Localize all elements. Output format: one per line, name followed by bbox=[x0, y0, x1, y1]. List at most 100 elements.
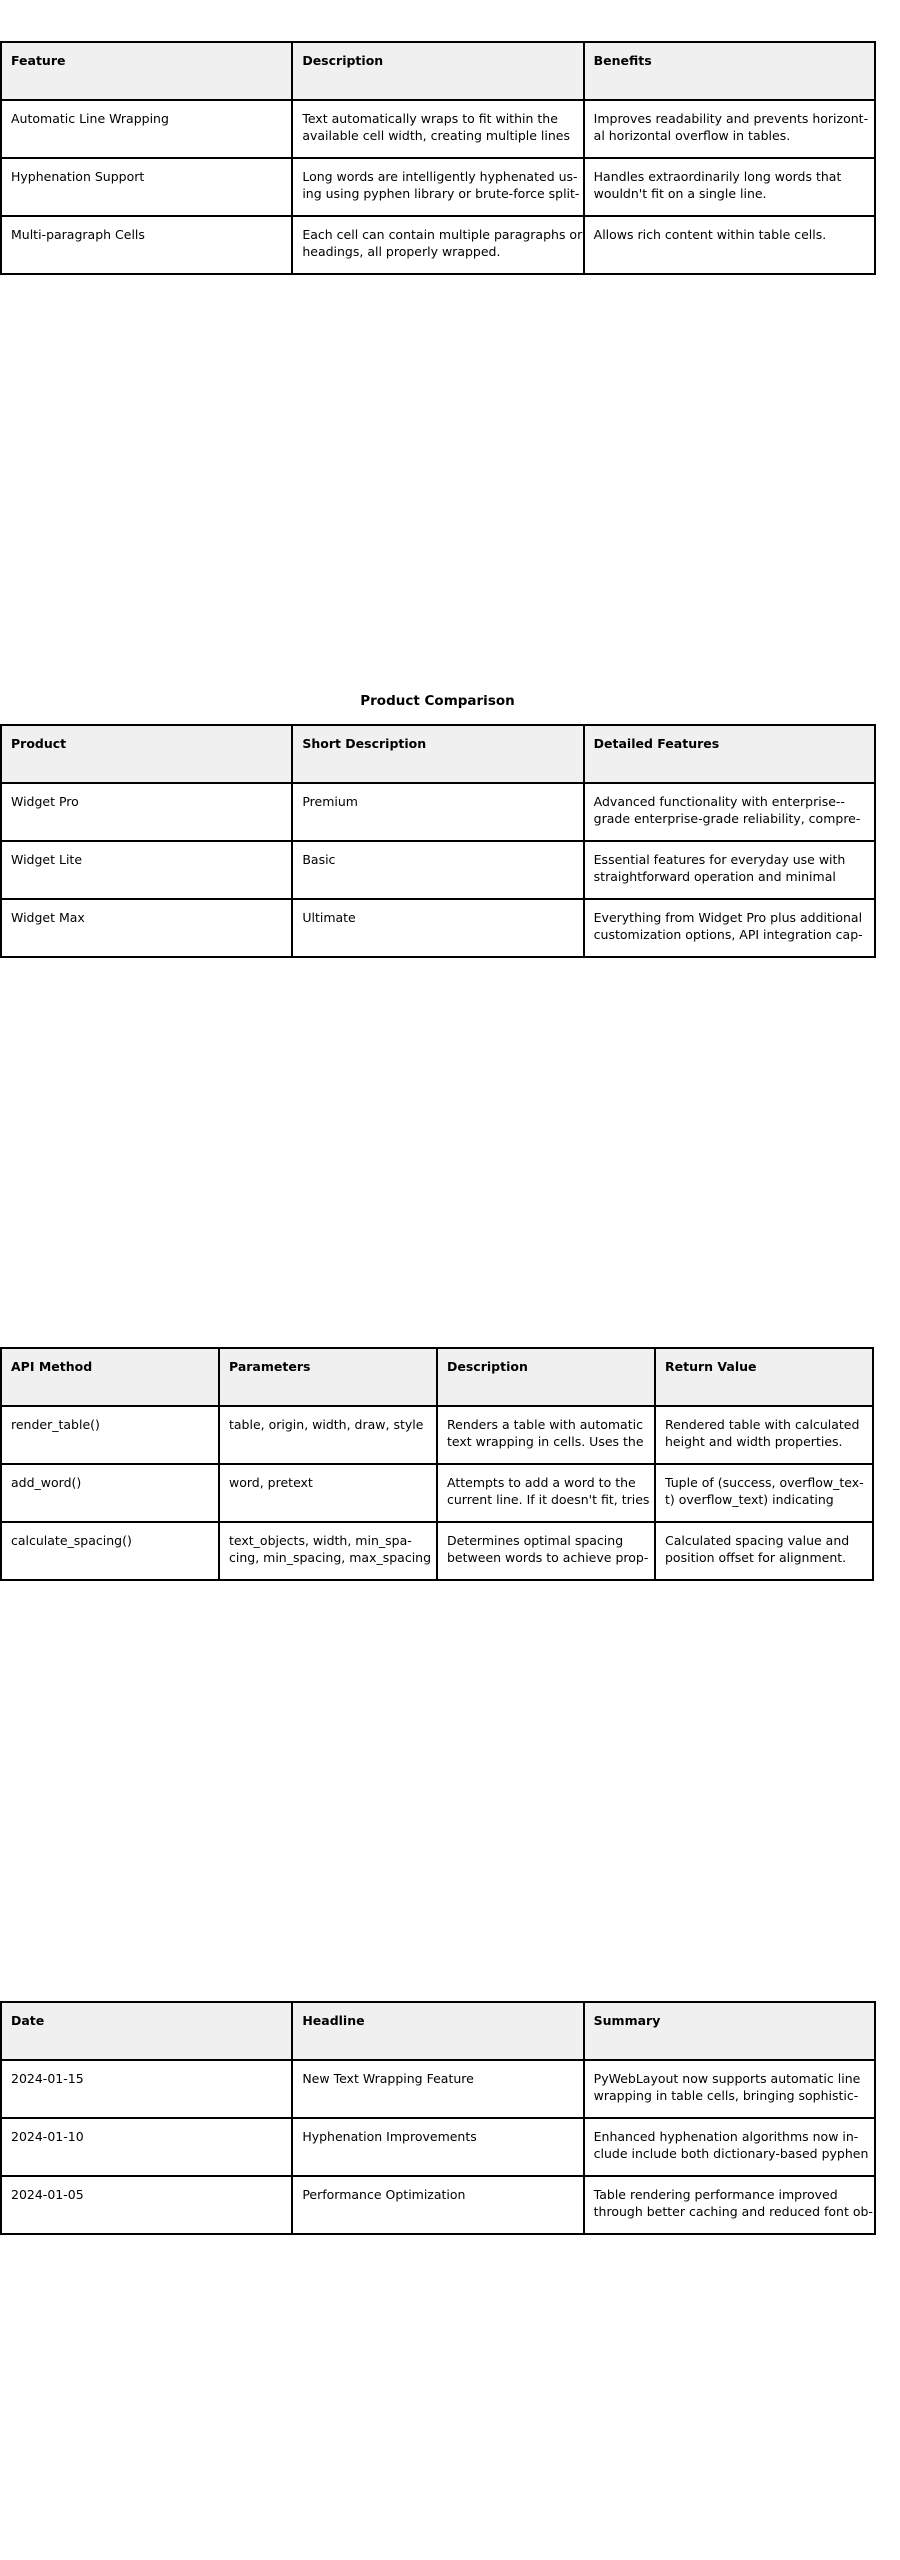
table-cell: Enhanced hyphenation algorithms now in-c… bbox=[582, 2117, 877, 2177]
column-header: Detailed Features bbox=[582, 724, 877, 784]
cell-text-line: Premium bbox=[302, 794, 358, 809]
cell-text-line: Allows rich content within table cells. bbox=[593, 227, 827, 242]
cell-text-line: Advanced functionality with enterprise-- bbox=[593, 794, 845, 809]
table-cell: Premium bbox=[291, 782, 585, 842]
cell-text-line: height and width properties. bbox=[665, 1434, 843, 1449]
table-cell: Widget Max bbox=[0, 898, 294, 958]
cell-text-line: between words to achieve prop- bbox=[447, 1550, 649, 1565]
cell-text-line: available cell width, creating multiple … bbox=[302, 128, 570, 143]
cell-text-line: Long words are intelligently hyphenated … bbox=[302, 169, 578, 184]
table-cell: Automatic Line Wrapping bbox=[0, 99, 294, 159]
table-cell: table, origin, width, draw, style bbox=[218, 1405, 438, 1465]
table-cell: Tuple of (success, overflow_tex-t) overf… bbox=[654, 1463, 874, 1523]
cell-text-line: word, pretext bbox=[229, 1475, 313, 1490]
table-cell: Handles extraordinarily long words that w… bbox=[582, 157, 877, 217]
cell-text-line: al horizontal overflow in tables. bbox=[593, 128, 791, 143]
cell-text-line: render_table() bbox=[11, 1417, 100, 1432]
cell-text-line: add_word() bbox=[11, 1475, 82, 1490]
cell-text-line: Handles extraordinarily long words that bbox=[593, 169, 842, 184]
table-cell: Renders a table with automatic text wrapp… bbox=[436, 1405, 656, 1465]
table-cell: 2024-01-15 bbox=[0, 2059, 294, 2119]
header-row: Feature Description Benefits bbox=[0, 41, 877, 101]
cell-text-line: Automatic Line Wrapping bbox=[11, 111, 169, 126]
cell-text-line: straightforward operation and minimal bbox=[593, 869, 836, 884]
header-row: API Method Parameters Description Return Va… bbox=[0, 1347, 874, 1407]
column-header: Benefits bbox=[582, 41, 877, 101]
column-header: Short Description bbox=[291, 724, 585, 784]
table-row: render_table() table, origin, width, draw… bbox=[0, 1405, 874, 1465]
table-cell: render_table() bbox=[0, 1405, 220, 1465]
cell-text-line: t) overflow_text) indicating bbox=[665, 1492, 834, 1507]
table-cell: PyWebLayout now supports automatic line w… bbox=[582, 2059, 877, 2119]
cell-text-line: ing using pyphen library or brute-force … bbox=[302, 186, 580, 201]
column-header: Description bbox=[436, 1347, 656, 1407]
cell-text-line: Hyphenation Support bbox=[11, 169, 145, 184]
cell-text-line: Hyphenation Improvements bbox=[302, 2129, 477, 2144]
table-cell: Long words are intelligently hyphenated … bbox=[291, 157, 585, 217]
cell-text-line: 2024-01-05 bbox=[11, 2187, 84, 2202]
table-cell: calculate_spacing() bbox=[0, 1521, 220, 1581]
column-header: Return Value bbox=[654, 1347, 874, 1407]
cell-text-line: Everything from Widget Pro plus addition… bbox=[593, 910, 863, 925]
table-cell: Attempts to add a word to the current lin… bbox=[436, 1463, 656, 1523]
cell-text-line: table, origin, width, draw, style bbox=[229, 1417, 424, 1432]
table-cell: Table rendering performance improved thro… bbox=[582, 2175, 877, 2235]
cell-text-line: Attempts to add a word to the bbox=[447, 1475, 636, 1490]
table-row: Widget Lite Basic Essential features for e… bbox=[0, 840, 877, 900]
table-row: add_word() word, pretext Attempts to add a… bbox=[0, 1463, 874, 1523]
table-row: calculate_spacing() text_objects, width, … bbox=[0, 1521, 874, 1581]
table-cell: Rendered table with calculated height and… bbox=[654, 1405, 874, 1465]
cell-text-line: Ultimate bbox=[302, 910, 356, 925]
api-methods-table: API Method Parameters Description Return Va… bbox=[0, 1347, 874, 1581]
cell-text-line: Essential features for everyday use with bbox=[593, 852, 846, 867]
cell-text-line: text wrapping in cells. Uses the bbox=[447, 1434, 644, 1449]
cell-text-line: PyWebLayout now supports automatic line bbox=[593, 2071, 861, 2086]
table-cell: text_objects, width, min_spa-cing, min_s… bbox=[218, 1521, 438, 1581]
table-row: Widget Max Ultimate Everything from Widget… bbox=[0, 898, 877, 958]
table-cell: add_word() bbox=[0, 1463, 220, 1523]
table-cell: Everything from Widget Pro plus addition… bbox=[582, 898, 877, 958]
cell-text-line: Basic bbox=[302, 852, 336, 867]
table-row: Automatic Line Wrapping Text automaticall… bbox=[0, 99, 877, 159]
cell-text-line: clude include both dictionary-based pyph… bbox=[593, 2146, 869, 2161]
cell-text-line: Enhanced hyphenation algorithms now in- bbox=[593, 2129, 859, 2144]
cell-text-line: Table rendering performance improved bbox=[593, 2187, 838, 2202]
cell-text-line: Text automatically wraps to fit within t… bbox=[302, 111, 558, 126]
table-cell: Widget Pro bbox=[0, 782, 294, 842]
cell-text-line: text_objects, width, min_spa- bbox=[229, 1533, 412, 1548]
table-cell: Hyphenation Improvements bbox=[291, 2117, 585, 2177]
cell-text-line: headings, all properly wrapped. bbox=[302, 244, 501, 259]
cell-text-line: Each cell can contain multiple paragraph… bbox=[302, 227, 583, 242]
table-cell: Performance Optimization bbox=[291, 2175, 585, 2235]
cell-text-line: through better caching and reduced font … bbox=[593, 2204, 873, 2219]
table-cell: Ultimate bbox=[291, 898, 585, 958]
table-cell: New Text Wrapping Feature bbox=[291, 2059, 585, 2119]
header-row: Product Short Description Detailed Feature… bbox=[0, 724, 877, 784]
cell-text-line: 2024-01-15 bbox=[11, 2071, 84, 2086]
cell-text-line: 2024-01-10 bbox=[11, 2129, 84, 2144]
column-header: Summary bbox=[582, 2001, 877, 2061]
column-header: Feature bbox=[0, 41, 294, 101]
column-header: Description bbox=[291, 41, 585, 101]
cell-text-line: Renders a table with automatic bbox=[447, 1417, 643, 1432]
table-cell: Allows rich content within table cells. bbox=[582, 215, 877, 275]
table-cell: Multi-paragraph Cells bbox=[0, 215, 294, 275]
table-row: 2024-01-10 Hyphenation Improvements Enhanc… bbox=[0, 2117, 877, 2177]
cell-text-line: wouldn't fit on a single line. bbox=[593, 186, 767, 201]
cell-text-line: grade enterprise-grade reliability, comp… bbox=[593, 811, 861, 826]
cell-text-line: Multi-paragraph Cells bbox=[11, 227, 145, 242]
cell-text-line: Widget Lite bbox=[11, 852, 83, 867]
table-row: Widget Pro Premium Advanced functionality … bbox=[0, 782, 877, 842]
column-header: Headline bbox=[291, 2001, 585, 2061]
table-cell: 2024-01-10 bbox=[0, 2117, 294, 2177]
cell-text-line: Rendered table with calculated bbox=[665, 1417, 860, 1432]
cell-text-line: cing, min_spacing, max_spacing bbox=[229, 1550, 432, 1565]
column-header: Product bbox=[0, 724, 294, 784]
table-cell: Calculated spacing value and position off… bbox=[654, 1521, 874, 1581]
cell-text-line: Performance Optimization bbox=[302, 2187, 466, 2202]
table-cell: Advanced functionality with enterprise--… bbox=[582, 782, 877, 842]
table-cell: Essential features for everyday use with… bbox=[582, 840, 877, 900]
table-caption: Product Comparison bbox=[360, 693, 515, 709]
table-cell: Hyphenation Support bbox=[0, 157, 294, 217]
news-table: Date Headline Summary 2024-01-15 New Text Wr… bbox=[0, 2001, 877, 2235]
